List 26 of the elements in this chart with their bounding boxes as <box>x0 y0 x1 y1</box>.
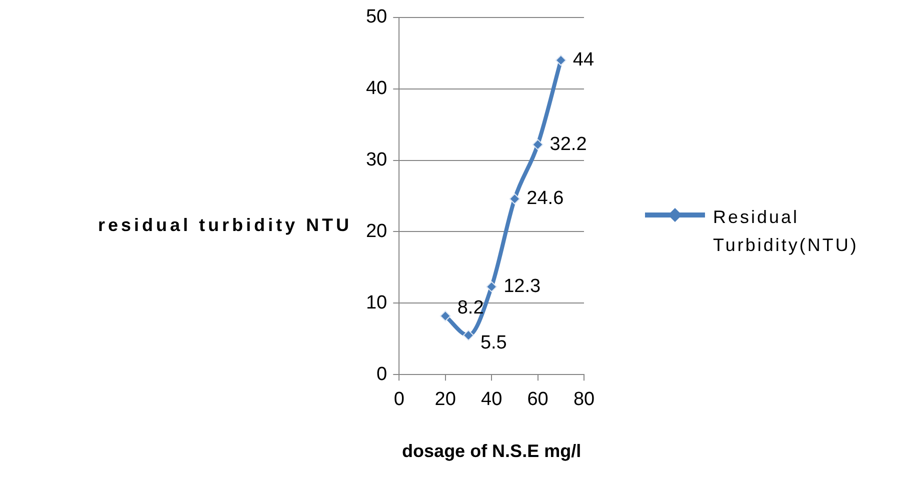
point <box>440 310 451 322</box>
data-label: 8.2 <box>457 297 484 318</box>
data-label: 44 <box>572 50 594 70</box>
point <box>486 281 498 292</box>
y-axis-title: residual turbidity NTU <box>98 214 352 235</box>
y-tick-label: 20 <box>366 220 388 242</box>
y-tick-label: 0 <box>376 364 388 385</box>
point <box>462 330 474 341</box>
x-axis-title: dosage of N.S.E mg/l <box>402 441 582 462</box>
data-label: 32.2 <box>550 134 587 155</box>
data-label: 5.5 <box>480 332 507 354</box>
x-tick-label: 0 <box>394 389 404 410</box>
y-tick-label: 40 <box>366 78 388 100</box>
x-tick-label: 20 <box>434 389 456 410</box>
data-label: 24.6 <box>526 188 564 210</box>
point <box>509 193 520 204</box>
point <box>532 139 544 150</box>
x-tick-label: 80 <box>573 389 595 410</box>
data-label: 12.3 <box>504 276 541 297</box>
legend-label: Residual Turbidity(NTU) <box>713 206 860 257</box>
y-tick-label: 30 <box>366 150 388 171</box>
x-tick-label: 40 <box>480 389 502 410</box>
x-tick-label: 60 <box>527 389 548 410</box>
y-tick-label: 50 <box>366 6 388 28</box>
point <box>555 54 566 66</box>
y-tick-label: 10 <box>366 292 388 314</box>
